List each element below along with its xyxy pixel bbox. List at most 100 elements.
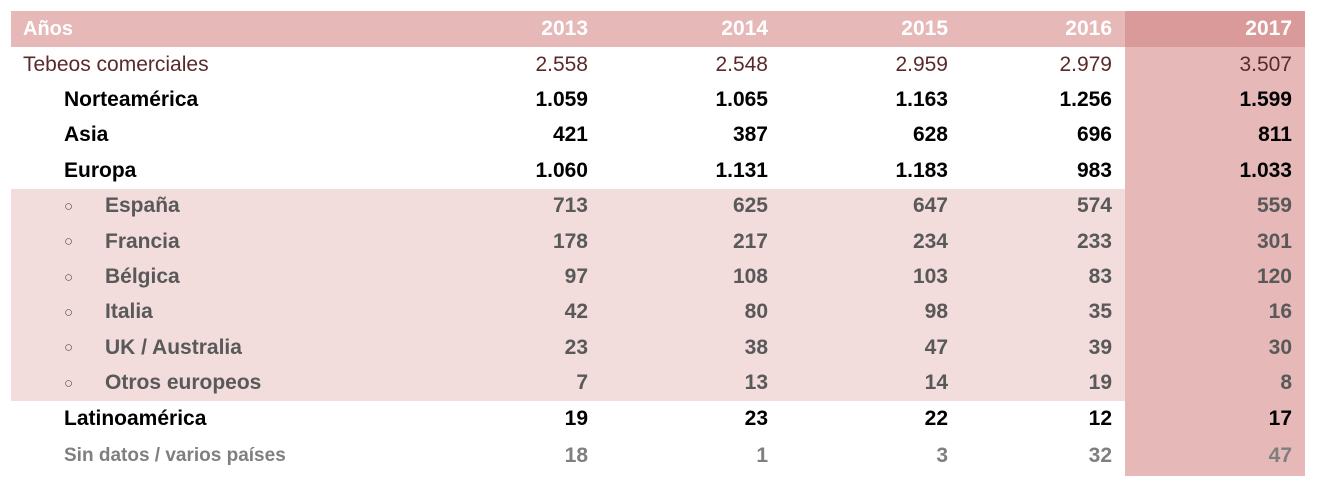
table-row: ○ Bélgica 97 108 103 83 120	[11, 259, 1305, 295]
row-label: Francia	[105, 229, 180, 253]
value-cell: 2.548	[715, 52, 768, 76]
value-cell: 421	[552, 123, 588, 147]
row-label: Bélgica	[105, 265, 180, 289]
highlight-2017-column	[1125, 117, 1305, 154]
value-cell: 811	[1258, 123, 1292, 147]
value-cell: 3	[936, 444, 948, 468]
header-year: 2014	[721, 17, 768, 40]
value-cell: 2.959	[895, 52, 948, 76]
highlight-2017-column	[1125, 330, 1305, 366]
value-cell: 8	[1280, 371, 1292, 395]
row-label: Italia	[105, 300, 153, 324]
table-row: Latinoamérica 19 23 22 12 17	[11, 400, 1305, 437]
value-cell: 713	[552, 194, 588, 218]
table-row: ○ UK / Australia 23 38 47 39 30	[11, 330, 1305, 366]
value-cell: 1	[756, 444, 768, 468]
value-cell: 103	[912, 265, 948, 289]
table-row: Europa 1.060 1.131 1.183 983 1.033	[11, 153, 1305, 189]
value-cell: 19	[1088, 371, 1112, 395]
table-row: Tebeos comerciales 2.558 2.548 2.959 2.979 3.…	[11, 47, 1305, 83]
value-cell: 108	[732, 265, 768, 289]
table-body: Tebeos comerciales 2.558 2.548 2.959 2.979 3.…	[11, 47, 1305, 477]
highlight-2017-column	[1125, 223, 1305, 260]
bullet-icon: ○	[64, 197, 74, 215]
value-cell: 1.059	[535, 88, 588, 112]
table-row: ○ Francia 178 217 234 233 301	[11, 223, 1305, 260]
value-cell: 17	[1268, 406, 1292, 430]
value-cell: 23	[564, 335, 588, 359]
value-cell: 1.163	[895, 88, 948, 112]
value-cell: 14	[924, 371, 948, 395]
value-cell: 387	[732, 123, 768, 147]
value-cell: 301	[1256, 229, 1292, 253]
value-cell: 696	[1076, 123, 1112, 147]
highlight-2017-column	[1125, 82, 1305, 118]
value-cell: 98	[924, 300, 948, 324]
highlight-2017-column	[1125, 153, 1305, 189]
value-cell: 1.065	[715, 88, 768, 112]
bullet-icon: ○	[64, 339, 74, 357]
value-cell: 32	[1088, 444, 1112, 468]
value-cell: 35	[1088, 300, 1112, 324]
header-year: 2016	[1065, 17, 1112, 40]
value-cell: 1.599	[1239, 88, 1292, 112]
table-row: ○ Italia 42 80 98 35 16	[11, 294, 1305, 331]
header-year: 2015	[901, 17, 948, 40]
value-cell: 120	[1256, 265, 1292, 289]
row-label: Latinoamérica	[64, 406, 207, 430]
row-label: Asia	[64, 123, 109, 147]
value-cell: 13	[744, 371, 768, 395]
value-cell: 16	[1268, 300, 1292, 324]
table-row: Sin datos / varios países 18 1 3 32 47	[11, 436, 1305, 477]
value-cell: 23	[744, 406, 768, 430]
value-cell: 3.507	[1239, 52, 1292, 76]
bullet-icon: ○	[64, 268, 74, 286]
highlight-2017-column	[1125, 400, 1305, 437]
row-label: Otros europeos	[105, 371, 262, 395]
bullet-icon: ○	[64, 233, 74, 251]
value-cell: 1.183	[895, 158, 948, 182]
value-cell: 7	[576, 371, 588, 395]
value-cell: 19	[564, 406, 588, 430]
value-cell: 178	[552, 229, 588, 253]
row-label: Norteamérica	[64, 88, 199, 112]
value-cell: 42	[564, 300, 588, 324]
highlight-2017-column	[1125, 294, 1305, 331]
value-cell: 47	[1268, 444, 1292, 468]
highlight-2017-column	[1125, 11, 1305, 47]
value-cell: 39	[1088, 335, 1112, 359]
header-year: 2017	[1245, 17, 1292, 40]
value-cell: 12	[1088, 406, 1112, 430]
table-row: Asia 421 387 628 696 811	[11, 117, 1305, 154]
header-year: 2013	[541, 17, 588, 40]
row-label: Sin datos / varios países	[64, 445, 286, 467]
value-cell: 217	[732, 229, 768, 253]
bullet-icon: ○	[64, 303, 74, 321]
value-cell: 1.131	[715, 158, 768, 182]
row-label: Tebeos comerciales	[23, 52, 209, 76]
comics-table: Años 2013 2014 2015 2016 2017 Tebeos com…	[11, 11, 1305, 477]
table-header-row: Años 2013 2014 2015 2016 2017	[11, 11, 1305, 47]
value-cell: 80	[744, 300, 768, 324]
table-row: ○ España 713 625 647 574 559	[11, 188, 1305, 224]
table-row: ○ Otros europeos 7 13 14 19 8	[11, 365, 1305, 401]
header-label: Años	[23, 17, 73, 40]
highlight-2017-column	[1125, 259, 1305, 295]
value-cell: 97	[564, 265, 588, 289]
row-label: Europa	[64, 158, 137, 182]
value-cell: 22	[924, 406, 948, 430]
row-label: España	[105, 194, 180, 218]
value-cell: 1.033	[1239, 158, 1292, 182]
value-cell: 2.558	[535, 52, 588, 76]
value-cell: 83	[1088, 265, 1112, 289]
highlight-2017-column	[1125, 436, 1305, 477]
value-cell: 574	[1076, 194, 1112, 218]
value-cell: 30	[1268, 335, 1292, 359]
value-cell: 647	[912, 194, 948, 218]
value-cell: 559	[1256, 194, 1292, 218]
value-cell: 234	[912, 229, 948, 253]
value-cell: 628	[912, 123, 948, 147]
row-label: UK / Australia	[105, 335, 242, 359]
value-cell: 625	[732, 194, 768, 218]
value-cell: 38	[744, 335, 768, 359]
